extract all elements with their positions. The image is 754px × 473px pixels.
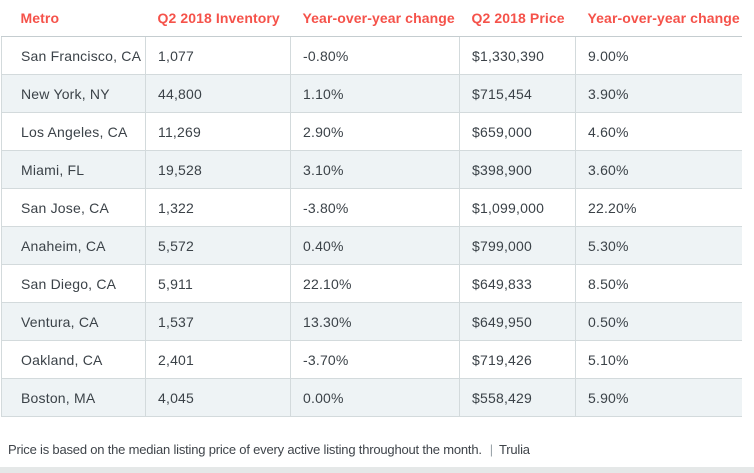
cell-inventory-yoy-change: 13.30% xyxy=(290,302,460,341)
cell-inventory: 1,077 xyxy=(145,36,291,75)
table-row: Anaheim, CA 5,572 0.40% $799,000 5.30% xyxy=(1,226,742,265)
cell-price-yoy-change: 0.50% xyxy=(575,302,742,341)
table-body: San Francisco, CA 1,077 -0.80% $1,330,390 9.… xyxy=(1,36,742,417)
cell-price: $1,330,390 xyxy=(459,36,576,75)
cell-price: $649,833 xyxy=(459,264,576,303)
cell-inventory-yoy-change: 0.40% xyxy=(290,226,460,265)
cell-inventory-yoy-change: -3.80% xyxy=(290,188,460,227)
cell-inventory: 4,045 xyxy=(145,378,291,417)
cell-inventory-yoy-change: 1.10% xyxy=(290,74,460,113)
column-header-inventory: Q2 2018 Inventory xyxy=(145,0,291,37)
cell-inventory-yoy-change: -0.80% xyxy=(290,36,460,75)
cell-inventory: 44,800 xyxy=(145,74,291,113)
cell-metro: Miami, FL xyxy=(1,150,146,189)
cell-price: $1,099,000 xyxy=(459,188,576,227)
column-header-price: Q2 2018 Price xyxy=(459,0,576,37)
cell-inventory: 1,322 xyxy=(145,188,291,227)
table-row: San Diego, CA 5,911 22.10% $649,833 8.50% xyxy=(1,264,742,303)
cell-price: $719,426 xyxy=(459,340,576,379)
table-row: San Francisco, CA 1,077 -0.80% $1,330,390 9.… xyxy=(1,36,742,75)
cell-price: $649,950 xyxy=(459,302,576,341)
cell-inventory: 2,401 xyxy=(145,340,291,379)
cell-price-yoy-change: 22.20% xyxy=(575,188,742,227)
cell-metro: Ventura, CA xyxy=(1,302,146,341)
table-row: Ventura, CA 1,537 13.30% $649,950 0.50% xyxy=(1,302,742,341)
cell-inventory-yoy-change: 2.90% xyxy=(290,112,460,151)
cell-inventory-yoy-change: 22.10% xyxy=(290,264,460,303)
table-header-row: Metro Q2 2018 Inventory Year-over-year cha… xyxy=(1,0,742,37)
cell-price-yoy-change: 4.60% xyxy=(575,112,742,151)
cell-price: $659,000 xyxy=(459,112,576,151)
table-row: San Jose, CA 1,322 -3.80% $1,099,000 22.20% xyxy=(1,188,742,227)
cell-inventory: 5,911 xyxy=(145,264,291,303)
table-row: Los Angeles, CA 11,269 2.90% $659,000 4.60% xyxy=(1,112,742,151)
cell-price: $558,429 xyxy=(459,378,576,417)
table-row: Boston, MA 4,045 0.00% $558,429 5.90% xyxy=(1,378,742,417)
cell-price-yoy-change: 3.60% xyxy=(575,150,742,189)
cell-inventory: 19,528 xyxy=(145,150,291,189)
cell-inventory: 5,572 xyxy=(145,226,291,265)
cell-price: $799,000 xyxy=(459,226,576,265)
cell-metro: San Jose, CA xyxy=(1,188,146,227)
cell-price-yoy-change: 5.90% xyxy=(575,378,742,417)
table-row: New York, NY 44,800 1.10% $715,454 3.90% xyxy=(1,74,742,113)
cell-metro: Anaheim, CA xyxy=(1,226,146,265)
metro-inventory-price-table: Metro Q2 2018 Inventory Year-over-year cha… xyxy=(1,0,742,417)
bottom-divider-bar xyxy=(0,467,754,473)
column-header-inventory-yoy-change: Year-over-year change xyxy=(290,0,460,37)
cell-price: $715,454 xyxy=(459,74,576,113)
cell-inventory-yoy-change: 0.00% xyxy=(290,378,460,417)
table-header: Metro Q2 2018 Inventory Year-over-year cha… xyxy=(1,0,742,37)
cell-inventory-yoy-change: -3.70% xyxy=(290,340,460,379)
footnote-text: Price is based on the median listing pri… xyxy=(8,442,482,457)
table-row: Oakland, CA 2,401 -3.70% $719,426 5.10% xyxy=(1,340,742,379)
cell-price-yoy-change: 5.10% xyxy=(575,340,742,379)
table-footnote: Price is based on the median listing pri… xyxy=(8,442,530,457)
cell-inventory-yoy-change: 3.10% xyxy=(290,150,460,189)
source-attribution: Trulia xyxy=(498,442,530,457)
column-header-price-yoy-change: Year-over-year change xyxy=(575,0,742,37)
footnote-separator: | xyxy=(489,442,493,457)
cell-price-yoy-change: 8.50% xyxy=(575,264,742,303)
cell-inventory: 1,537 xyxy=(145,302,291,341)
cell-metro: Boston, MA xyxy=(1,378,146,417)
cell-price-yoy-change: 3.90% xyxy=(575,74,742,113)
cell-metro: San Francisco, CA xyxy=(1,36,146,75)
column-header-metro: Metro xyxy=(1,0,146,37)
cell-price-yoy-change: 9.00% xyxy=(575,36,742,75)
cell-inventory: 11,269 xyxy=(145,112,291,151)
cell-metro: Oakland, CA xyxy=(1,340,146,379)
cell-price: $398,900 xyxy=(459,150,576,189)
cell-metro: San Diego, CA xyxy=(1,264,146,303)
cell-metro: New York, NY xyxy=(1,74,146,113)
table-row: Miami, FL 19,528 3.10% $398,900 3.60% xyxy=(1,150,742,189)
cell-metro: Los Angeles, CA xyxy=(1,112,146,151)
cell-price-yoy-change: 5.30% xyxy=(575,226,742,265)
